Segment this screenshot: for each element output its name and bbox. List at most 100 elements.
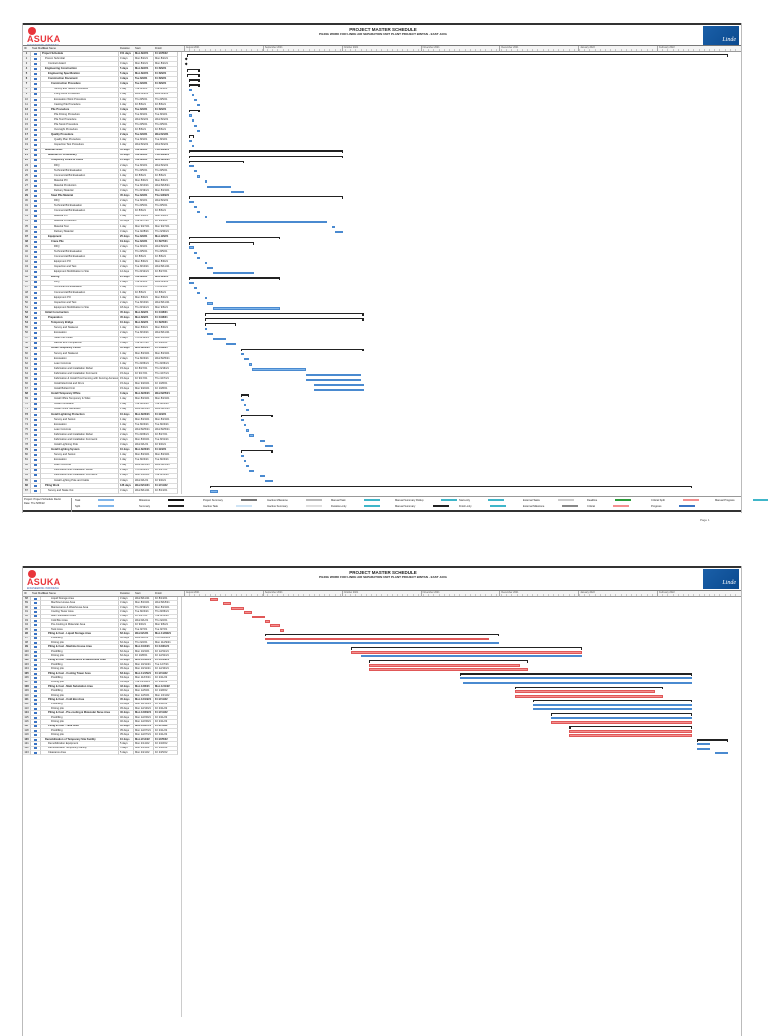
task-row: 46 RFQ 2 days Tue 8/3/21 Wed 8/4/21 bbox=[23, 280, 743, 286]
task-row: 53 Preparation 45 days Mon 8/9/21 Fri 10/8/2… bbox=[23, 316, 743, 322]
summary-bar bbox=[204, 313, 364, 317]
task-row: 79 Install Lighting System 10 days Mon 8/23… bbox=[23, 448, 743, 454]
task-row: 1 Project Schedule 151 days Mon 8/2/21 Fri 2… bbox=[23, 52, 743, 58]
auto-scheduled-icon bbox=[34, 103, 37, 106]
legend-swatch bbox=[235, 505, 252, 508]
task-mode-cell bbox=[31, 689, 41, 694]
task-row: 117 Piling & Cast - Tank Area 35 days Mon 1… bbox=[23, 724, 743, 730]
task-start: Mon 12/13/21 bbox=[134, 702, 154, 707]
legend-item: External Milestone bbox=[523, 505, 579, 509]
task-row: 122 Demobilization Temporary Facility 5 da… bbox=[23, 746, 743, 751]
task-finish: Thu 10/7/21 bbox=[154, 372, 178, 378]
task-start: Tue 8/3/21 bbox=[134, 87, 154, 93]
asuka-logo-text: ASUKA bbox=[27, 577, 61, 587]
task-id: 50 bbox=[23, 300, 31, 307]
task-mode-cell bbox=[31, 458, 41, 464]
task-finish: Thu 8/5/21 bbox=[154, 204, 178, 210]
task-id: 42 bbox=[23, 260, 31, 266]
auto-scheduled-icon bbox=[34, 423, 37, 426]
task-id: 74 bbox=[23, 422, 31, 428]
task-duration: 10 days bbox=[119, 412, 134, 418]
task-name: Main Substation Area bbox=[41, 614, 119, 619]
task-name: Demobilization Equipment bbox=[41, 742, 119, 747]
task-id: 95 bbox=[23, 627, 31, 633]
task-name: Construction Procedure bbox=[41, 82, 119, 88]
task-bar bbox=[189, 139, 192, 142]
task-name: Inspection and Test bbox=[41, 265, 119, 271]
task-finish: Fri 10/8/21 bbox=[154, 311, 178, 317]
task-mode-cell bbox=[31, 351, 41, 357]
task-duration: 62 days bbox=[119, 641, 134, 646]
page-subtitle: PILING WORK FOR LINDE AIR SEPARATION UNI… bbox=[319, 575, 447, 579]
col-duration: Duration bbox=[120, 47, 130, 50]
task-name: Predrilling bbox=[41, 715, 119, 721]
task-finish: Fri 8/27/21 bbox=[154, 468, 178, 474]
auto-scheduled-icon bbox=[34, 418, 37, 421]
task-start: Mon 9/20/21 bbox=[134, 387, 154, 393]
task-id: 101 bbox=[23, 654, 31, 659]
task-duration: 42 days bbox=[119, 693, 134, 699]
task-row: 82 Lean Concrete 1 day Wed 8/25/21 Wed 8/25/… bbox=[23, 463, 743, 469]
auto-scheduled-icon bbox=[34, 474, 37, 477]
task-mode-cell bbox=[31, 204, 41, 210]
task-duration: 40 days bbox=[119, 720, 134, 725]
task-start: Mon 10/4/21 bbox=[134, 649, 154, 655]
task-mode-cell bbox=[31, 229, 41, 235]
task-row: 2 Precon Submittal 0 days Mon 8/2/21 Mon 8/2… bbox=[23, 57, 743, 63]
page-top-border bbox=[23, 23, 741, 25]
task-id: 54 bbox=[23, 321, 31, 327]
legend-label: Progress bbox=[651, 505, 662, 508]
task-start: Mon 11/15/21 bbox=[134, 671, 154, 677]
task-duration: 18 days bbox=[119, 306, 134, 312]
task-mode-cell bbox=[31, 448, 41, 454]
task-finish: Fri 8/27/21 bbox=[154, 239, 178, 246]
critical-task-bar bbox=[514, 694, 664, 698]
asuka-logo-mark bbox=[28, 27, 36, 35]
task-finish: Wed 8/25/21 bbox=[154, 356, 178, 362]
task-start: Wed 8/4/21 bbox=[134, 143, 154, 149]
task-duration: 45 days bbox=[119, 658, 134, 663]
critical-task-bar bbox=[230, 606, 244, 610]
task-duration: 3 days bbox=[119, 601, 134, 606]
task-mode-cell bbox=[31, 623, 41, 628]
legend-item: Split bbox=[75, 505, 115, 509]
task-row: 30 RFQ 2 days Tue 8/3/21 Wed 8/4/21 bbox=[23, 199, 743, 205]
task-mode-cell bbox=[31, 336, 41, 342]
task-row: 5 Engineering Specification 5 days Mon 8/2/… bbox=[23, 72, 743, 78]
task-id: 20 bbox=[23, 148, 31, 154]
task-start: Thu 8/5/21 bbox=[134, 285, 154, 291]
task-row: 29 Steel Pile Material 45 days Tue 8/3/21 Th… bbox=[23, 194, 743, 200]
task-row: 48 Commercial Bid Evaluation 1 day Fri 8/6/… bbox=[23, 290, 743, 296]
task-row: 78 Install Lightning Pole 3 days Wed 9/1/21… bbox=[23, 443, 743, 449]
task-name: Predrilling bbox=[41, 636, 119, 641]
task-row: 121 Demobilization Equipment 5 days Mon 2/1… bbox=[23, 742, 743, 747]
auto-scheduled-icon bbox=[34, 357, 37, 360]
task-row: 91 Cooling Tower Area 3 days Tue 8/24/21 Thu… bbox=[23, 610, 743, 615]
task-name: Temporary Fence & Office bbox=[41, 158, 119, 164]
task-mode-cell bbox=[31, 751, 41, 756]
col-finish: Finish bbox=[155, 592, 162, 595]
task-id: 93 bbox=[23, 619, 31, 624]
task-row: 95 Tank Area 1 day Tue 9/7/21 Tue 9/7/21 bbox=[23, 627, 743, 633]
task-mode-cell bbox=[31, 715, 41, 721]
auto-scheduled-icon bbox=[34, 716, 37, 719]
task-start: Fri 9/17/21 bbox=[134, 377, 154, 383]
auto-scheduled-icon bbox=[34, 57, 37, 60]
critical-task-bar bbox=[223, 602, 231, 606]
task-start: Thu 8/5/21 bbox=[134, 250, 154, 256]
task-duration: 2 days bbox=[119, 265, 134, 271]
task-duration: 1 day bbox=[119, 361, 134, 367]
task-mode-cell bbox=[31, 82, 41, 88]
auto-scheduled-icon bbox=[34, 438, 37, 441]
task-finish: Fri 10/8/21 bbox=[154, 346, 178, 352]
summary-bar bbox=[264, 633, 500, 637]
task-name: Quality Plan Procedure bbox=[41, 138, 119, 144]
task-bar bbox=[241, 398, 244, 402]
legend-label: Manual Summary bbox=[395, 505, 416, 508]
task-bar bbox=[259, 439, 265, 442]
task-bar bbox=[249, 470, 255, 473]
auto-scheduled-icon bbox=[34, 144, 37, 147]
task-start: Thu 8/26/21 bbox=[134, 433, 154, 439]
task-name: Equipment bbox=[41, 234, 119, 240]
legend-item: Deadline bbox=[587, 499, 632, 503]
